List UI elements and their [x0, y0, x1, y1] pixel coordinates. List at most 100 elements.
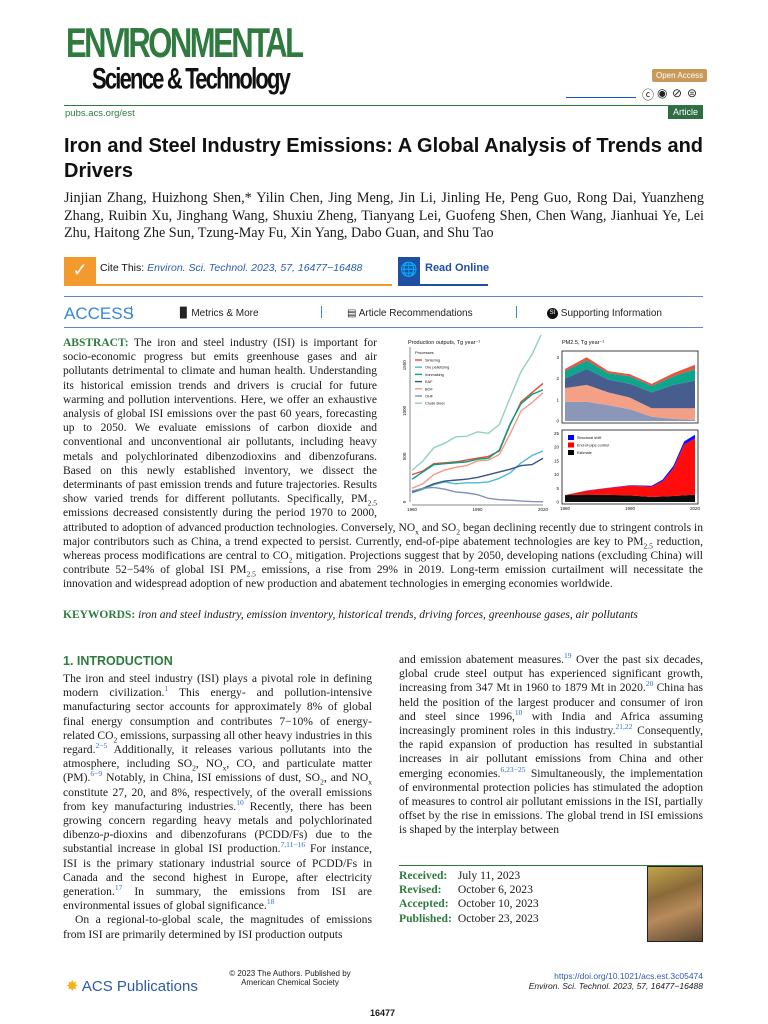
pm25-panel-y-tick-label: 3	[556, 355, 559, 360]
citation-ref[interactable]: 20	[645, 679, 654, 689]
citation-ref[interactable]: 19	[564, 651, 572, 661]
copyright: © 2023 The Authors. Published by America…	[229, 969, 351, 987]
pm25-panel-area-layer-2	[565, 384, 695, 420]
x-tick-label: 2020	[690, 506, 701, 511]
attribution-panel-y-tick-label: 15	[554, 458, 560, 463]
by-icon[interactable]: ◉	[657, 86, 668, 100]
journal-reference: Environ. Sci. Technol. 2023, 57, 16477−1…	[528, 981, 703, 991]
citation-ref[interactable]: 21,22	[615, 722, 633, 732]
author-list: Jinjian Zhang, Huizhong Shen,* Yilin Che…	[64, 190, 704, 241]
attribution-panel-area-estimate	[565, 494, 695, 502]
read-online-underline	[398, 284, 488, 286]
date-row: Accepted: October 10, 2023	[399, 897, 545, 911]
legend-label: Structural shift	[577, 436, 602, 440]
intro-left-column: The iron and steel industry (ISI) plays …	[63, 672, 372, 942]
legend-label: Ore pelletizing	[425, 366, 449, 370]
x-tick-label: 1990	[472, 507, 483, 512]
y-tick-label: 1500	[402, 360, 407, 371]
abstract: ABSTRACT: The iron and steel industry (I…	[63, 336, 703, 592]
date-value: October 10, 2023	[457, 897, 539, 911]
journal-cover-image[interactable]	[647, 866, 703, 942]
date-label: Published:	[399, 911, 452, 925]
subscript: x	[415, 526, 419, 536]
chart-title: Production outputs, Tg year⁻¹	[408, 340, 480, 346]
recommendations-button[interactable]: ▤ Article Recommendations	[347, 308, 473, 319]
citation-ref[interactable]: 18	[266, 897, 275, 907]
intro-right-column: and emission abatement measures.19 Over …	[399, 651, 703, 838]
legend-label: EAF	[425, 380, 433, 384]
x-tick-label: 1960	[560, 506, 571, 511]
journal-logo-subtitle: Science & Technology	[92, 61, 291, 96]
legend-label: Sintering	[425, 359, 440, 363]
supporting-info-button[interactable]: SI Supporting Information	[547, 308, 662, 319]
citation-ref[interactable]: 2−5	[95, 741, 108, 751]
nc-icon[interactable]: ⊘	[672, 86, 683, 100]
attribution-panel-y-tick-label: 0	[556, 500, 559, 505]
journal-logo[interactable]: ENVIRONMENTAL	[66, 19, 304, 67]
read-online-link[interactable]: Read Online	[425, 262, 490, 274]
citation-ref[interactable]: 10	[514, 707, 523, 717]
y-tick-label: 0	[402, 500, 407, 503]
pm25-panel-y-tick-label: 2	[556, 376, 559, 381]
attribution-panel-y-tick-label: 20	[554, 445, 560, 450]
legend-label: End-of-pipe control	[577, 444, 609, 448]
header-rule	[64, 105, 703, 106]
dates-rule	[399, 865, 703, 866]
legend-title: Processes	[415, 350, 434, 355]
globe-icon[interactable]: 🌐	[398, 257, 420, 284]
nd-icon[interactable]: ⊜	[687, 86, 698, 100]
metrics-button[interactable]: ▉ Metrics & More	[180, 308, 259, 319]
link-underline	[566, 97, 636, 98]
pm25-panel-y-tick-label: 0	[556, 419, 559, 424]
legend-swatch	[568, 450, 574, 455]
date-row: Revised: October 6, 2023	[399, 883, 545, 897]
attribution-panel-y-tick-label: 25	[554, 431, 560, 436]
paragraph: and emission abatement measures.19 Over …	[399, 651, 703, 837]
date-label: Revised:	[399, 883, 442, 897]
cc-icon[interactable]: ⓒ	[642, 88, 655, 102]
x-tick-label: 2020	[538, 507, 549, 512]
keywords: KEYWORDS: iron and steel industry, emiss…	[63, 609, 703, 621]
date-value: July 11, 2023	[457, 869, 521, 882]
supporting-info-label: Supporting Information	[560, 308, 662, 320]
subscript: 2	[320, 777, 324, 787]
citation-ref[interactable]: 6−9	[90, 769, 103, 779]
subscript: 2	[113, 735, 118, 745]
attribution-panel-y-tick-label: 10	[554, 472, 560, 477]
subscript: 2.5	[246, 569, 256, 579]
legend-swatch	[568, 442, 574, 448]
pm25-panel-area-layer-3	[565, 368, 695, 409]
acs-star-icon: ✸	[66, 978, 79, 995]
subscript: x	[368, 777, 372, 787]
italic-text: p	[103, 828, 110, 842]
legend-label: Crude steel	[425, 402, 445, 406]
citation-ref[interactable]: 10	[236, 797, 244, 807]
subscript: 2.5	[643, 541, 653, 551]
pm25-panel-area-layer-5	[565, 357, 695, 386]
legend-label: Ironmaking	[425, 373, 444, 377]
graphical-abstract-figure: Production outputs, Tg year⁻¹05001000150…	[400, 335, 730, 515]
legend-label: OHF	[425, 395, 434, 399]
recommendations-label: Article Recommendations	[358, 308, 473, 319]
citation-ref[interactable]: 1	[164, 684, 169, 694]
acs-logo-text: ACS Publications	[81, 978, 198, 995]
series-line-ironmaking	[411, 389, 544, 480]
si-icon: SI	[547, 308, 558, 319]
series-line-ore-pelletizing	[411, 450, 544, 494]
keywords-label: KEYWORDS:	[63, 609, 136, 621]
article-title: Iron and Steel Industry Emissions: A Glo…	[64, 135, 704, 182]
citation-ref[interactable]: 17	[114, 883, 123, 893]
paragraph: On a regional-to-global scale, the magni…	[63, 913, 372, 941]
citation-ref[interactable]: 7,11−16	[280, 840, 306, 850]
open-access-badge[interactable]: Open Access	[652, 69, 708, 82]
citation-ref[interactable]: 6,23−25	[500, 764, 526, 774]
pm25-panel-area-layer-1	[565, 401, 695, 421]
doi-link[interactable]: https://doi.org/10.1021/acs.est.3c05474	[554, 971, 703, 981]
acs-publications-logo: ✸ ACS Publications	[66, 977, 198, 995]
cite-this[interactable]: Cite This: Environ. Sci. Technol. 2023, …	[100, 262, 362, 274]
legend-label: Estimate	[577, 451, 592, 455]
publication-dates: Received: July 11, 2023 Revised: October 6…	[399, 869, 545, 926]
cite-reference[interactable]: Environ. Sci. Technol. 2023, 57, 16477−1…	[147, 262, 363, 274]
journal-site-link[interactable]: pubs.acs.org/est	[65, 108, 135, 119]
legend-swatch	[568, 435, 574, 440]
